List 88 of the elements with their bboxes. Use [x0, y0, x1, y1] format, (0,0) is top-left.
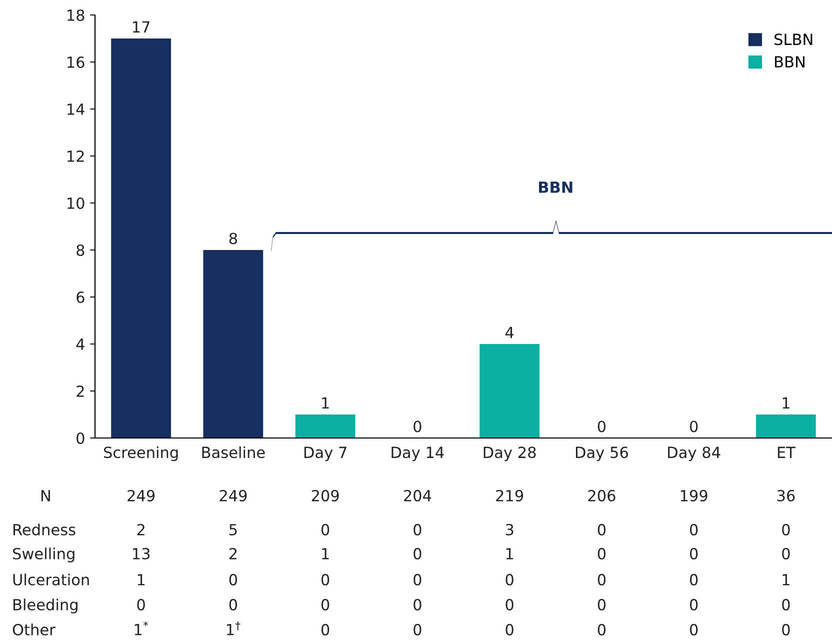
x-tick-label: Screening	[104, 446, 178, 462]
bar	[756, 414, 816, 438]
text: 0	[782, 548, 790, 560]
text: 209	[312, 490, 339, 502]
text: 0	[598, 548, 606, 560]
data-label: 17	[133, 21, 150, 33]
text: 206	[588, 490, 616, 502]
annotation: BBN	[538, 182, 572, 193]
data-label: 8	[229, 232, 237, 244]
text: 0	[414, 624, 422, 636]
text: 1	[138, 574, 145, 586]
text: 0	[782, 598, 790, 610]
text: Ulceration	[13, 574, 89, 586]
text: 1$^{†}$	[227, 621, 240, 636]
text: 0	[137, 598, 145, 610]
y-tick-label: 10	[68, 197, 84, 210]
text: N	[42, 490, 50, 502]
text: 2	[229, 548, 237, 560]
text: 0	[598, 598, 606, 610]
text: 0	[690, 598, 698, 610]
legend-label: BBN	[775, 56, 804, 68]
y-tick-label: 14	[68, 104, 84, 115]
text: 0	[690, 548, 698, 560]
text: 199	[680, 490, 708, 502]
text: 0	[506, 624, 514, 636]
text: 1$^{*}$	[134, 621, 148, 636]
text: 13	[133, 548, 150, 560]
text: 0	[321, 598, 330, 610]
text: 0	[598, 524, 606, 536]
text: 1	[782, 574, 790, 586]
text: 0	[506, 598, 514, 610]
text: 0	[321, 624, 330, 636]
text: 0	[690, 624, 698, 636]
text: 2	[137, 524, 144, 536]
text: 249	[128, 490, 155, 502]
data-label: 0	[414, 420, 422, 432]
text: 1	[506, 548, 514, 560]
text: 0	[506, 574, 514, 586]
y-tick-label: 12	[68, 150, 84, 162]
data-label: 4	[505, 326, 514, 338]
text: 204	[404, 490, 432, 502]
data-label: 1	[782, 397, 790, 409]
x-tick-label: Day 14	[392, 446, 444, 462]
text: 0	[414, 524, 422, 536]
x-tick-label: Day 7	[304, 446, 346, 462]
data-label: 0	[690, 420, 698, 432]
text: 0	[690, 524, 698, 536]
y-tick-label: 4	[76, 338, 84, 350]
bar	[295, 414, 356, 438]
y-tick-label: 0	[76, 432, 84, 444]
text: 0	[229, 598, 238, 610]
text: 36	[777, 490, 795, 502]
text: 0	[598, 624, 606, 636]
x-tick-label: Day 84	[668, 446, 720, 462]
text: 0	[229, 574, 238, 586]
text: 219	[496, 490, 524, 502]
text: 0	[414, 598, 422, 610]
text: 0	[782, 624, 790, 636]
text: 3	[506, 524, 514, 536]
y-tick-label: 18	[68, 9, 84, 22]
text: Redness	[14, 524, 76, 536]
text: 0	[414, 574, 422, 586]
text: Swelling	[13, 548, 74, 562]
bar	[111, 38, 172, 438]
x-tick-label: ET	[778, 446, 796, 458]
text: 0	[321, 574, 330, 586]
text: 0	[690, 574, 698, 586]
text: 0	[321, 524, 330, 536]
bar	[480, 344, 540, 438]
y-tick-label: 2	[76, 385, 84, 397]
y-tick-label: 6	[76, 291, 84, 304]
text: 0	[414, 548, 422, 560]
legend-label: SLBN	[774, 34, 812, 46]
text: 0	[782, 524, 790, 536]
text: 5	[230, 524, 237, 536]
text: Other	[12, 624, 56, 636]
data-label: 0	[598, 420, 606, 432]
x-tick-label: Day 56	[576, 446, 628, 462]
bar	[203, 250, 264, 438]
text: Bleeding	[14, 598, 78, 614]
text: 249	[220, 490, 247, 502]
data-label: 1	[322, 397, 329, 409]
x-tick-label: Day 28	[484, 446, 536, 462]
y-tick-label: 16	[68, 56, 84, 68]
text: 1	[322, 548, 329, 560]
text: 0	[598, 574, 606, 586]
y-tick-label: 8	[76, 244, 84, 256]
x-tick-label: Baseline	[202, 446, 265, 458]
